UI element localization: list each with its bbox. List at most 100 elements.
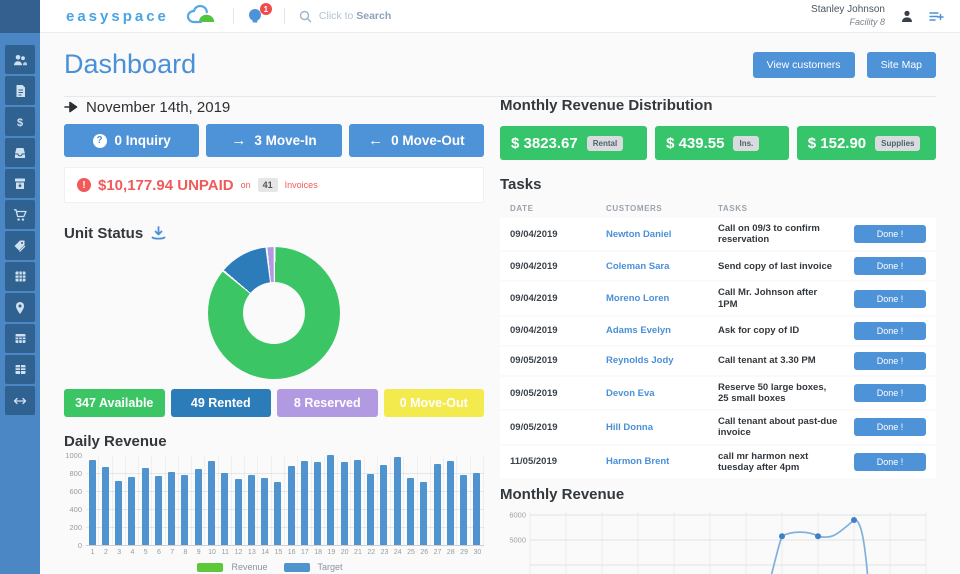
sidebar-item-reports[interactable] [5,324,35,353]
move-out-button[interactable]: ← 0 Move-Out [348,124,484,157]
tasks-table-body: 09/04/2019 Newton Daniel Call on 09/3 to c… [500,218,936,479]
site-map-button[interactable]: Site Map [866,51,936,78]
user-name: Stanley Johnson [811,4,885,16]
grid-icon [14,270,27,283]
x-tick-label: 23 [380,549,389,556]
notification-bell-icon[interactable]: 1 [248,3,272,26]
line-chart-point [815,533,821,540]
document-icon [14,84,27,98]
right-column: Monthly Revenue Distribution $ 3823.67 Re… [500,97,936,574]
revenue-tag-badge: Rental [586,135,624,151]
revenue-distribution-cards: $ 3823.67 Rental $ 439.55 Ins. $ 152.90 Suppl… [500,126,936,160]
move-in-button[interactable]: → 3 Move-In [206,124,342,157]
unit-status-donut-chart [208,247,340,379]
x-tick-label: 4 [130,549,135,556]
x-tick-label: 21 [354,549,362,556]
bar-slot [431,456,445,545]
bar-slot [245,456,259,545]
task-done-button[interactable]: Done ! [854,321,926,340]
task-customer-link[interactable]: Adams Evelyn [606,325,671,337]
bar-slot [272,456,285,545]
task-done-button[interactable]: Done ! [854,351,926,370]
task-customer-link[interactable]: Harmon Brent [606,456,670,468]
svg-text:5000: 5000 [509,536,526,545]
x-tick-label: 26 [420,549,429,556]
task-done-button[interactable]: Done ! [854,257,926,276]
x-tick-label: 15 [274,549,283,556]
inquiry-button[interactable]: ? 0 Inquiry [64,124,200,157]
task-description: Send copy of last invoice [718,260,833,272]
bar-slot [312,456,325,545]
sidebar-item-invoices[interactable] [5,76,35,105]
revenue-card-ins: $ 439.55 Ins. [655,126,789,160]
user-icon[interactable] [901,10,913,23]
bar-slot [126,456,140,545]
daily-revenue-title: Daily Revenue [64,433,167,450]
bar-slot [192,456,206,545]
task-done-button[interactable]: Done ! [854,384,926,403]
task-customer-link[interactable]: Newton Daniel [606,228,672,240]
search-button[interactable]: Click to Search [299,10,391,23]
task-customer-link[interactable]: Hill Donna [606,421,653,433]
tag-icon [13,239,27,253]
status-button-available[interactable]: 347 Available [64,389,165,417]
box-download-icon [13,177,27,190]
sidebar-item-transfers[interactable] [5,386,35,415]
target-bar [208,460,216,545]
svg-text:6000: 6000 [509,511,526,520]
task-date: 09/04/2019 [510,260,558,272]
daily-revenue-bar-chart: 0 200 400 600 800 1000 1 2 3 4 5 6 7 8 9 10 11 12 13 14 15 1… [64,451,484,572]
header-divider [64,96,936,97]
status-button-reserved[interactable]: 8 Reserved [277,389,378,417]
legend-swatch-target [283,562,310,572]
task-description: call mr harmon next tuesday after 4pm [718,450,809,473]
table2-icon [14,363,27,376]
sidebar-item-site-map[interactable] [5,293,35,322]
revenue-amount: $ 152.90 [807,134,867,152]
sidebar-item-ledger[interactable] [5,355,35,384]
task-row: 09/05/2019 Hill Donna Call tenant about pa… [500,411,936,444]
task-customer-link[interactable]: Devon Eva [606,387,655,399]
target-bar [473,473,481,545]
x-tick-label: 25 [407,549,415,556]
bar-slot [457,456,471,545]
daily-counters: ? 0 Inquiry → 3 Move-In ← 0 Move-Out [64,124,484,157]
task-done-button[interactable]: Done ! [854,289,926,308]
bar-slot [365,456,378,545]
task-customer-link[interactable]: Coleman Sara [606,260,670,272]
revenue-amount: $ 439.55 [666,134,725,152]
sidebar-item-customers[interactable] [5,45,35,74]
y-tick-label: 1000 [65,451,82,460]
date-arrow-icon [64,101,78,113]
x-tick-label: 16 [287,549,296,556]
x-tick-label: 27 [433,549,442,556]
sidebar-item-payments[interactable]: $ [5,107,35,136]
sidebar-item-move-in[interactable] [5,169,35,198]
sidebar-item-calendar[interactable] [5,262,35,291]
sidebar-item-store[interactable] [5,200,35,229]
status-button-rented[interactable]: 49 Rented [170,389,271,417]
task-description: Ask for copy of ID [718,325,800,337]
tasks-col-customers: CUSTOMERS [606,204,663,213]
view-customers-button[interactable]: View customers [752,51,855,78]
task-done-button[interactable]: Done ! [854,225,926,244]
bar-slot [471,456,484,545]
sidebar-item-discounts[interactable] [5,231,35,260]
sidebar-item-units[interactable] [5,138,35,167]
task-done-button[interactable]: Done ! [854,452,926,471]
x-tick-label: 28 [446,549,455,556]
task-customer-link[interactable]: Moreno Loren [606,293,670,305]
x-tick-label: 29 [460,549,468,556]
tasks-col-date: DATE [510,204,534,213]
task-description: Call on 09/3 to confirm reservation [718,223,820,246]
x-tick-label: 7 [170,549,175,556]
bar-slot [113,456,126,545]
task-done-button[interactable]: Done ! [854,418,926,437]
download-icon[interactable] [151,226,166,240]
target-bar [141,467,149,545]
task-customer-link[interactable]: Reynolds Jody [606,355,674,367]
status-button-move-out[interactable]: 0 Move-Out [383,389,484,417]
target-bar [274,481,282,545]
x-tick-label: 17 [300,549,309,556]
playlist-add-icon[interactable] [929,10,944,23]
